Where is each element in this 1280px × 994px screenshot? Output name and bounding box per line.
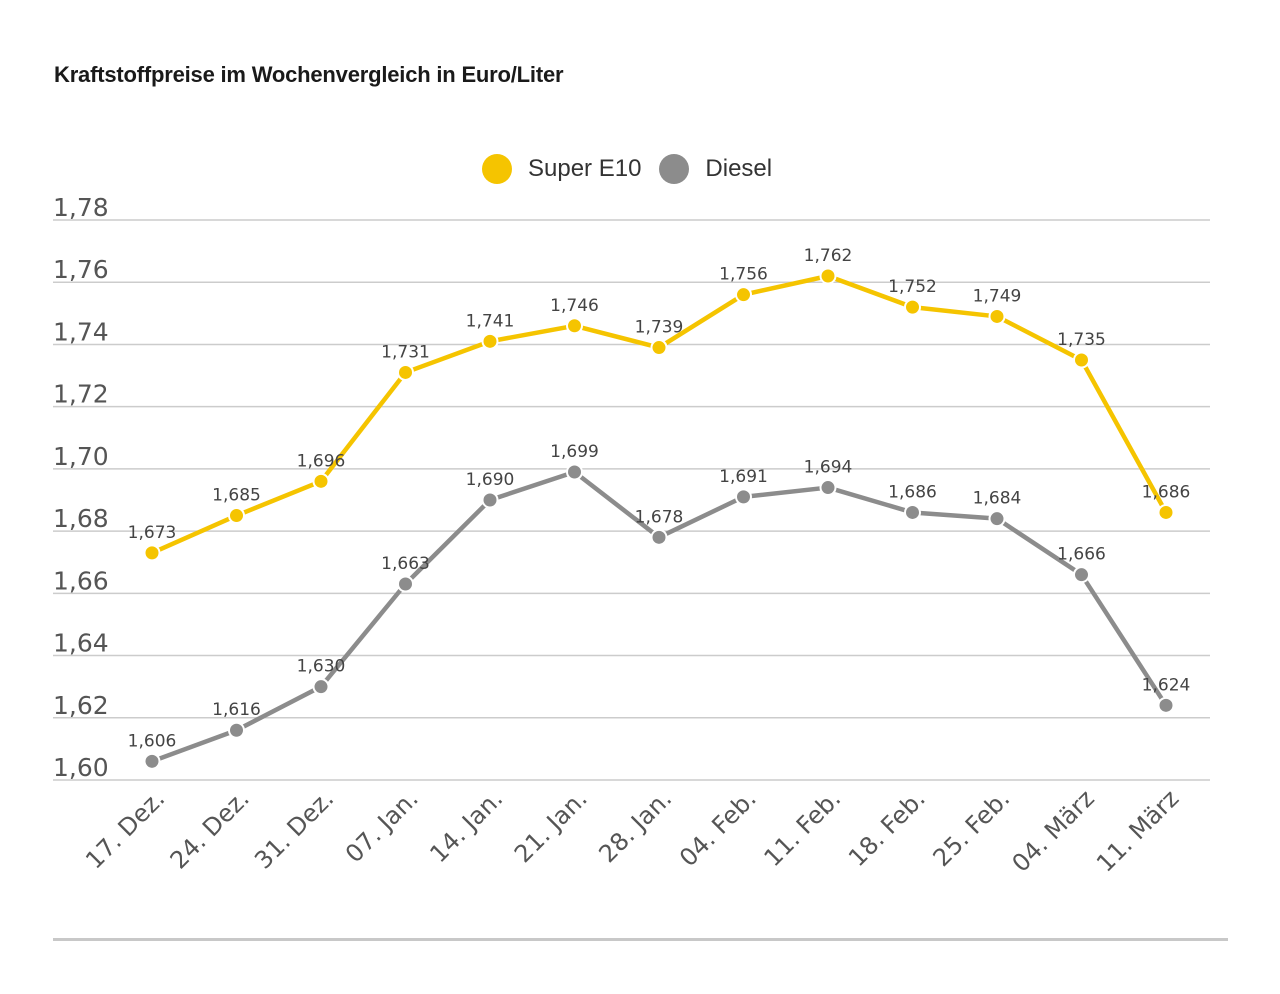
data-point-diesel: [143, 752, 161, 770]
data-label-diesel: 1,691: [719, 467, 768, 487]
data-point-super-e10: [228, 507, 245, 525]
x-tick-label: 24. Dez.: [165, 784, 255, 874]
data-label-diesel: 1,678: [635, 507, 684, 527]
y-tick-label: 1,62: [53, 691, 109, 720]
data-label-diesel: 1,624: [1142, 675, 1191, 695]
legend-marker-diesel: [659, 154, 690, 184]
chart-legend: Super E10 Diesel: [482, 154, 790, 184]
x-tick-label: 25. Feb.: [928, 784, 1016, 872]
legend-item-super-e10: Super E10: [482, 154, 641, 184]
data-label-super-e10: 1,685: [212, 486, 261, 506]
data-label-diesel: 1,690: [466, 470, 515, 490]
y-tick-label: 1,68: [53, 504, 109, 533]
data-label-diesel: 1,684: [973, 489, 1022, 509]
x-tick-label: 11. März: [1091, 784, 1184, 877]
data-label-super-e10: 1,696: [297, 451, 346, 471]
y-tick-label: 1,64: [53, 629, 109, 658]
data-point-diesel: [650, 528, 668, 546]
data-point-super-e10: [988, 307, 1006, 325]
data-point-super-e10: [650, 339, 668, 357]
x-tick-label: 21. Jan.: [509, 784, 593, 868]
data-label-diesel: 1,606: [128, 731, 177, 751]
y-tick-label: 1,70: [53, 442, 109, 471]
legend-marker-super-e10: [482, 154, 512, 184]
data-point-diesel: [988, 510, 1006, 528]
data-label-diesel: 1,699: [550, 442, 599, 462]
data-label-super-e10: 1,673: [128, 523, 177, 543]
data-label-super-e10: 1,749: [973, 286, 1022, 306]
data-label-super-e10: 1,731: [381, 342, 430, 362]
bottom-divider: [53, 938, 1228, 941]
data-label-diesel: 1,630: [297, 657, 346, 677]
data-label-diesel: 1,694: [804, 458, 853, 478]
data-point-super-e10: [904, 298, 921, 316]
x-tick-label: 04. März: [1007, 784, 1100, 877]
legend-label-diesel: Diesel: [705, 155, 773, 182]
data-point-super-e10: [397, 363, 414, 381]
data-point-super-e10: [1073, 351, 1090, 369]
legend-item-diesel: Diesel: [659, 154, 772, 184]
x-tick-label: 14. Jan.: [425, 784, 509, 868]
data-point-diesel: [1073, 566, 1090, 584]
data-label-diesel: 1,686: [888, 482, 937, 502]
data-point-diesel: [397, 575, 414, 593]
y-tick-label: 1,78: [53, 193, 109, 222]
data-label-super-e10: 1,746: [550, 296, 599, 316]
data-point-super-e10: [819, 267, 837, 285]
data-point-diesel: [735, 488, 752, 506]
data-point-diesel: [228, 721, 245, 739]
data-label-super-e10: 1,756: [719, 265, 768, 285]
x-tick-label: 11. Feb.: [759, 784, 847, 872]
chart-title: Kraftstoffpreise im Wochenvergleich in E…: [54, 62, 564, 87]
x-tick-label: 17. Dez.: [80, 784, 170, 874]
data-label-super-e10: 1,762: [804, 246, 853, 266]
data-point-super-e10: [735, 286, 752, 304]
x-tick-label: 18. Feb.: [843, 784, 931, 872]
x-tick-label: 28. Jan.: [594, 784, 678, 868]
y-tick-label: 1,66: [53, 566, 109, 595]
data-point-diesel: [1157, 696, 1175, 714]
data-point-diesel: [904, 503, 921, 521]
legend-label-super-e10: Super E10: [528, 155, 642, 182]
x-tick-label: 31. Dez.: [249, 784, 339, 874]
data-label-super-e10: 1,739: [635, 318, 684, 338]
data-label-super-e10: 1,752: [888, 277, 937, 297]
y-tick-label: 1,76: [53, 255, 109, 284]
data-point-super-e10: [143, 544, 161, 562]
data-point-diesel: [312, 678, 330, 696]
data-point-super-e10: [481, 332, 499, 350]
data-label-diesel: 1,666: [1057, 545, 1106, 565]
data-label-diesel: 1,663: [381, 554, 430, 574]
data-label-diesel: 1,616: [212, 700, 261, 720]
data-point-diesel: [819, 479, 837, 497]
data-point-diesel: [566, 463, 583, 481]
data-label-super-e10: 1,735: [1057, 330, 1106, 350]
data-label-super-e10: 1,741: [466, 311, 515, 331]
data-label-super-e10: 1,686: [1142, 482, 1191, 502]
y-tick-label: 1,72: [53, 380, 109, 409]
data-point-super-e10: [566, 317, 583, 335]
data-point-super-e10: [1157, 503, 1175, 521]
y-tick-label: 1,60: [53, 753, 109, 782]
x-tick-label: 07. Jan.: [340, 784, 424, 868]
x-tick-label: 04. Feb.: [674, 784, 762, 872]
data-point-diesel: [481, 491, 499, 509]
y-tick-label: 1,74: [53, 317, 109, 346]
data-point-super-e10: [312, 472, 330, 490]
